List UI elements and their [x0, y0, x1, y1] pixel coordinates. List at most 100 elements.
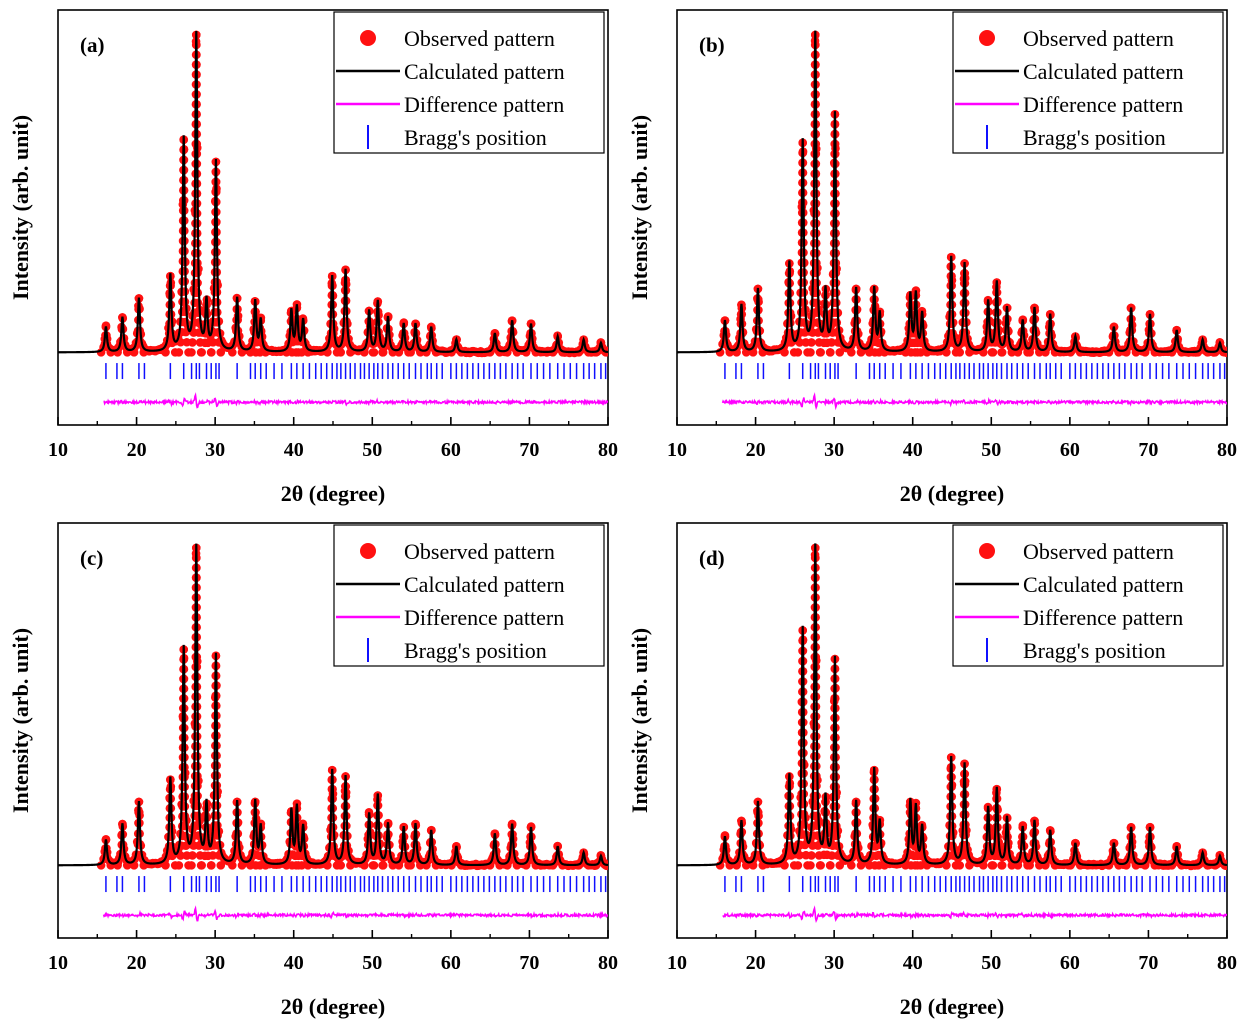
- observed-point: [287, 861, 297, 870]
- observed-point: [287, 348, 297, 357]
- panel-b: 10 20 30 40 50 60 70 80 2θ (degree) Intensity (ar…: [627, 9, 1237, 506]
- x-tick-label: 10: [667, 952, 687, 974]
- legend: Observed pattern Calculated pattern Differ…: [952, 524, 1224, 667]
- panel-a: 10 20 30 40 50 60 70 80 2θ (degree) Intensity (ar…: [8, 9, 618, 506]
- observed-point: [251, 348, 261, 357]
- legend-observed-marker: [360, 30, 376, 46]
- legend-bragg-label: Bragg's position: [404, 638, 547, 663]
- observed-point: [955, 861, 965, 870]
- x-tick-label: 30: [824, 952, 844, 974]
- observed-point: [793, 348, 803, 357]
- observed-point: [870, 861, 880, 870]
- observed-point: [913, 348, 922, 357]
- observed-point: [806, 348, 815, 357]
- observed-point: [1025, 861, 1034, 870]
- observed-point: [161, 861, 170, 870]
- legend-bragg-label: Bragg's position: [1023, 638, 1166, 663]
- observed-point: [847, 861, 856, 870]
- y-axis-label: Intensity (arb. unit): [627, 115, 652, 300]
- observed-point: [997, 348, 1007, 357]
- legend-bragg-label: Bragg's position: [404, 125, 547, 150]
- x-tick-label: 20: [127, 952, 147, 974]
- observed-point: [228, 348, 237, 357]
- observed-point: [812, 801, 822, 811]
- observed-point: [193, 811, 203, 821]
- observed-point: [368, 348, 378, 357]
- observed-point: [213, 831, 222, 840]
- observed-point: [816, 348, 825, 357]
- observed-point: [906, 348, 916, 357]
- observed-point: [870, 348, 880, 357]
- x-axis: 10 20 30 40 50 60 70 80: [667, 417, 1237, 461]
- x-axis-label: 2θ (degree): [900, 994, 1005, 1019]
- legend-box: [333, 524, 605, 667]
- x-tick-label: 70: [519, 952, 539, 974]
- observed-point: [237, 348, 247, 357]
- plot-area: [58, 543, 608, 922]
- observed-point: [193, 298, 203, 308]
- observed-point: [812, 288, 822, 298]
- observed-point: [780, 861, 789, 870]
- x-tick-label: 20: [746, 952, 766, 974]
- observed-point: [847, 348, 856, 357]
- x-tick-label: 70: [1138, 439, 1158, 461]
- legend-observed-label: Observed pattern: [404, 26, 555, 51]
- observed-point: [965, 861, 974, 870]
- observed-point: [180, 821, 190, 831]
- legend: Observed pattern Calculated pattern Differ…: [333, 524, 605, 667]
- legend-observed-marker: [979, 30, 995, 46]
- legend-difference-label: Difference pattern: [404, 605, 564, 630]
- legend-calculated-label: Calculated pattern: [1023, 572, 1184, 597]
- x-tick-label: 70: [519, 439, 539, 461]
- legend-calculated-label: Calculated pattern: [1023, 59, 1184, 84]
- observed-point: [942, 348, 951, 357]
- plot-area: [677, 543, 1227, 923]
- x-tick-label: 40: [284, 439, 304, 461]
- observed-point: [213, 318, 222, 327]
- observed-point: [942, 861, 951, 870]
- observed-point: [176, 851, 185, 860]
- panel-label: (b): [699, 33, 725, 57]
- x-axis: 10 20 30 40 50 60 70 80: [48, 930, 618, 974]
- observed-point: [216, 861, 226, 870]
- bragg-positions-series: [105, 876, 607, 893]
- observed-point: [835, 348, 845, 357]
- x-tick-label: 60: [1060, 439, 1080, 461]
- observed-point: [832, 308, 841, 317]
- observed-point: [835, 861, 845, 870]
- legend-observed-label: Observed pattern: [1023, 26, 1174, 51]
- x-tick-label: 40: [903, 952, 923, 974]
- observed-point: [812, 298, 822, 308]
- y-axis-label: Intensity (arb. unit): [627, 628, 652, 813]
- legend-difference-label: Difference pattern: [1023, 92, 1183, 117]
- observed-point: [193, 288, 203, 298]
- observed-point: [780, 348, 789, 357]
- observed-point: [368, 861, 378, 870]
- observed-point: [378, 861, 388, 870]
- observed-point: [336, 861, 346, 870]
- observed-point: [206, 861, 216, 870]
- observed-point: [197, 861, 206, 870]
- x-axis: 10 20 30 40 50 60 70 80: [667, 930, 1237, 974]
- observed-point: [832, 318, 842, 327]
- observed-point: [174, 348, 184, 357]
- observed-point: [228, 861, 237, 870]
- observed-point: [987, 348, 997, 357]
- x-tick-label: 20: [127, 439, 147, 461]
- observed-point: [187, 348, 196, 357]
- observed-point: [206, 348, 216, 357]
- observed-point: [906, 861, 916, 870]
- x-axis-label: 2θ (degree): [281, 994, 386, 1019]
- observed-point: [748, 348, 758, 357]
- observed-point: [816, 861, 825, 870]
- panel-label: (a): [80, 33, 105, 57]
- x-tick-label: 60: [441, 952, 461, 974]
- observed-point: [208, 851, 218, 860]
- panel-c: 10 20 30 40 50 60 70 80 2θ (degree) Intensity (ar…: [8, 522, 618, 1019]
- x-tick-label: 60: [1060, 952, 1080, 974]
- observed-point: [346, 861, 355, 870]
- x-tick-label: 10: [48, 439, 68, 461]
- legend-observed-marker: [360, 543, 376, 559]
- observed-point: [346, 348, 355, 357]
